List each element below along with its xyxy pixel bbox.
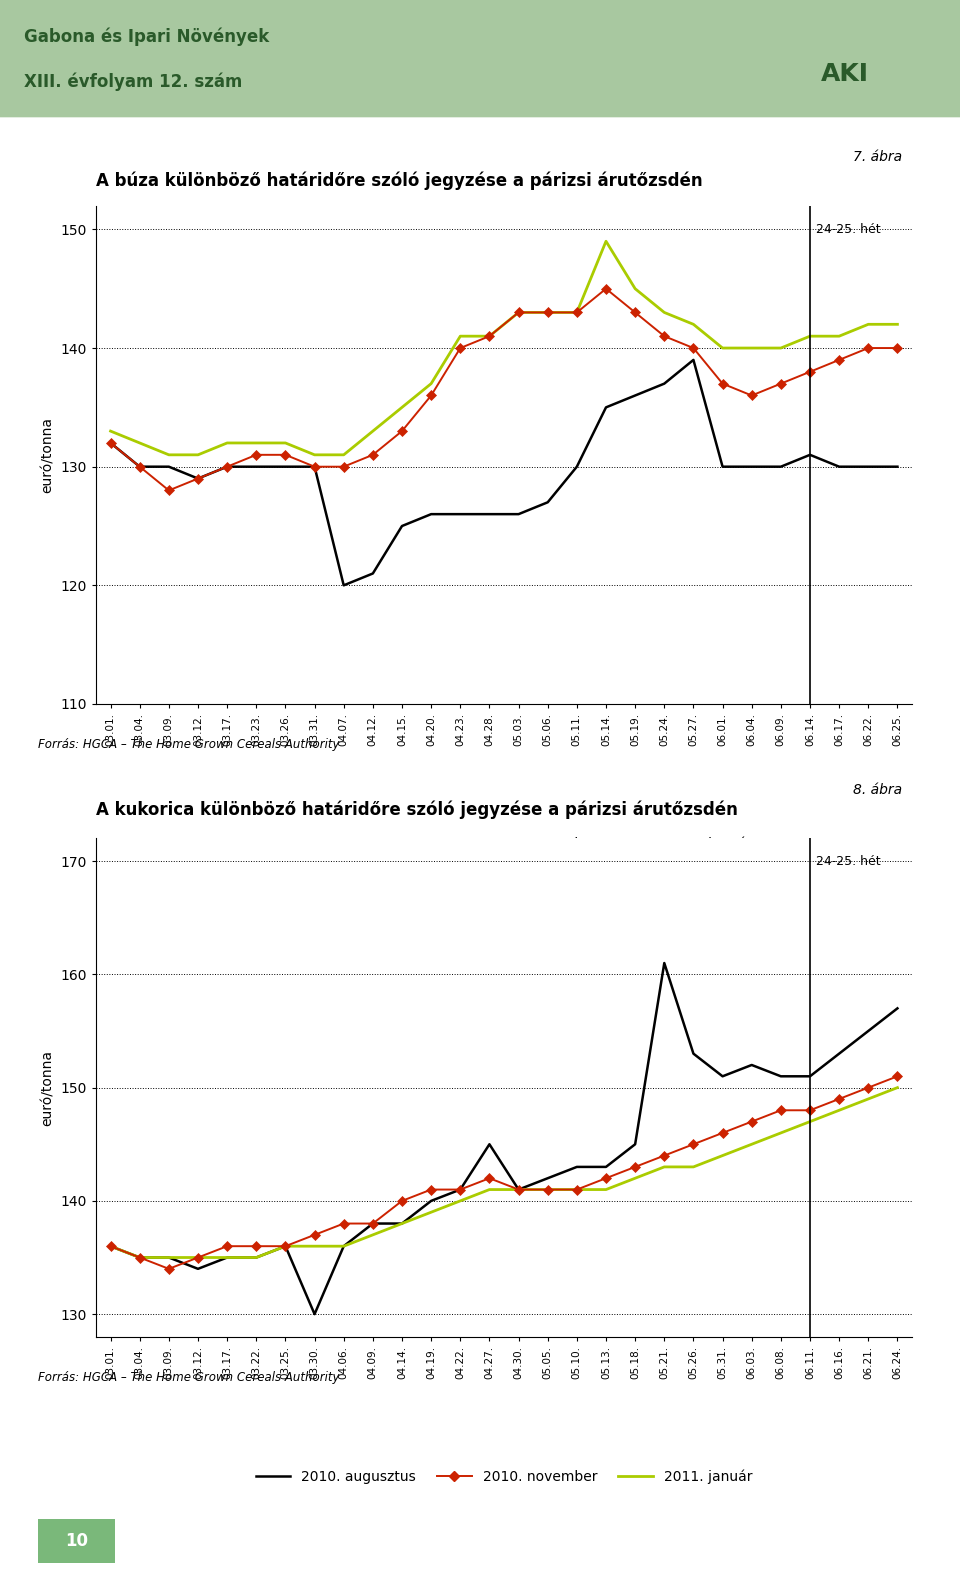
- FancyBboxPatch shape: [31, 1514, 123, 1568]
- Legend: 2010. augusztus, 2010. november, 2011. január: 2010. augusztus, 2010. november, 2011. j…: [250, 1463, 758, 1489]
- Text: Forrás: HGCA – The Home Grown Cereals Authority: Forrás: HGCA – The Home Grown Cereals Au…: [38, 1372, 340, 1384]
- Text: 10: 10: [65, 1531, 88, 1550]
- Text: 7. ábra: 7. ábra: [853, 150, 902, 165]
- Text: A búza különböző határidőre szóló jegyzése a párizsi árutőzsdén: A búza különböző határidőre szóló jegyzé…: [96, 171, 703, 190]
- Legend: 2010. augusztus, 2010. november, 2011. január: 2010. augusztus, 2010. november, 2011. j…: [250, 831, 758, 856]
- Y-axis label: euró/tonna: euró/tonna: [41, 1049, 55, 1126]
- Text: A kukorica különböző határidőre szóló jegyzése a párizsi árutőzsdén: A kukorica különböző határidőre szóló je…: [96, 800, 738, 819]
- Y-axis label: euró/tonna: euró/tonna: [41, 416, 55, 494]
- Text: 8. ábra: 8. ábra: [853, 783, 902, 797]
- Text: AKI: AKI: [821, 62, 869, 85]
- Text: Forrás: HGCA – The Home Grown Cereals Authority: Forrás: HGCA – The Home Grown Cereals Au…: [38, 739, 340, 751]
- FancyBboxPatch shape: [0, 0, 960, 117]
- Text: Gabona és Ipari Növények: Gabona és Ipari Növények: [24, 27, 269, 46]
- Text: 24-25. hét: 24-25. hét: [816, 856, 880, 869]
- Text: 24-25. hét: 24-25. hét: [816, 223, 880, 236]
- Text: XIII. évfolyam 12. szám: XIII. évfolyam 12. szám: [24, 73, 242, 92]
